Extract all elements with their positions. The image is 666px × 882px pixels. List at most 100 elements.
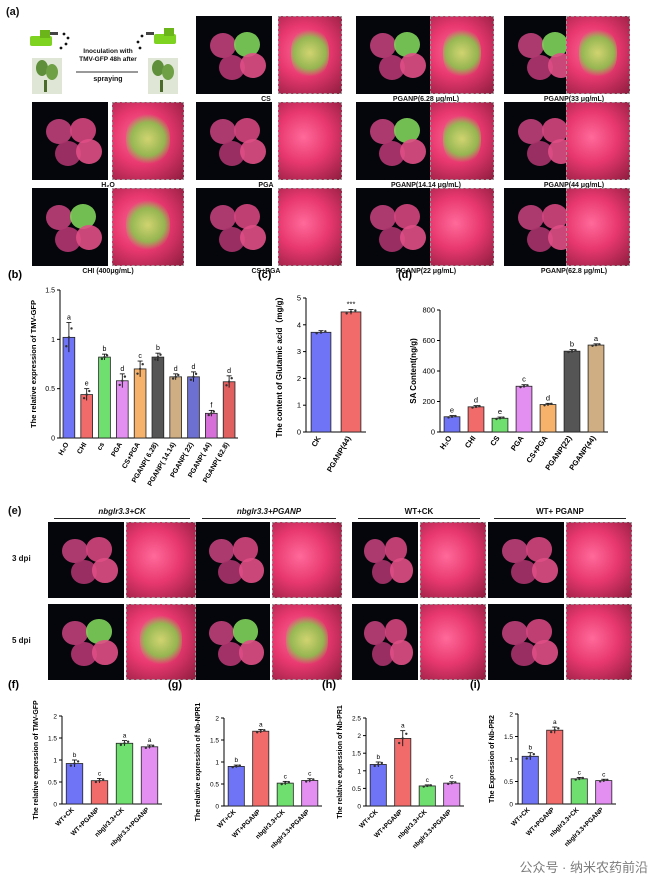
chart-c-ylabel: The content of Glutamic acid（mg/g） (274, 293, 284, 438)
chart-g-letter: (g) (168, 679, 182, 691)
chart-b-point (70, 327, 73, 330)
chart-f-point (148, 745, 151, 748)
chart-g-ylabel: The relative expression of Nb-NPR1 (195, 703, 202, 822)
chart-d-category-label: PGA (509, 434, 526, 453)
chart-d-ylabel: SA Content(ng/g) (409, 338, 418, 404)
chart-b-point (212, 410, 216, 413)
caption-pganp_22: PGANP(22 μg/mL) (395, 268, 457, 275)
chart-d-bar (515, 385, 533, 433)
photo-e-0-0-plant (48, 522, 124, 598)
group-underline-2 (358, 518, 480, 519)
chart-b-point (118, 383, 121, 387)
chart-h-bar (369, 764, 387, 807)
caption-cs_pga: CS+PGA (251, 268, 281, 275)
photo-pganp_33-zoom (566, 16, 630, 94)
chart-h-sig-letter: a (401, 723, 405, 730)
chart-b-bar (98, 356, 111, 439)
chart-b-point (65, 345, 68, 348)
chart-h-ytick-label: 2.5 (352, 716, 361, 723)
chart-d-sig-letter: d (474, 396, 478, 405)
chart-f-sig-letter: a (148, 737, 152, 744)
chart-d: (d) 0 200 400 600 800 SA Content(ng/g) e H₂O d CHI… (398, 269, 608, 472)
chart-b: (b) 0 0.5 1 1.5 The relative expression of TM… (8, 269, 238, 487)
chart-f-bar (140, 746, 159, 805)
chart-d-point (591, 344, 594, 348)
caption-pga: PGA (258, 182, 274, 189)
photo-e-3-0-plant (488, 522, 564, 598)
chart-g-point (263, 728, 266, 732)
chart-b-point (156, 355, 160, 359)
photo-e-1-0-zoom (272, 522, 342, 598)
chart-b-category-label: cs (96, 441, 106, 451)
chart-i-bar (546, 729, 564, 805)
chart-i-point (525, 757, 528, 760)
chart-g-category-label: WT+CK (216, 808, 238, 830)
chart-d-point (550, 402, 553, 406)
chart-f-point (101, 778, 105, 781)
chart-i-point (606, 778, 609, 781)
chart-g-sig-letter: c (284, 773, 288, 780)
caption-chi: CHI (400μg/mL) (82, 268, 134, 275)
chart-f-ytick-label: 0 (53, 802, 57, 809)
chart-b-point (154, 358, 157, 361)
chart-g-point (287, 780, 291, 784)
photo-e-2-1-plant (352, 604, 418, 680)
chart-b-sig-letter: d (192, 364, 196, 371)
chart-g-point (238, 764, 242, 767)
watermark: 公众号 · 纳米农药前沿 (519, 860, 648, 875)
chart-i-point (529, 755, 532, 758)
chart-c-bar (340, 311, 362, 433)
chart-f-sig-letter: a (123, 733, 127, 740)
chart-d-category-label: H₂O (438, 434, 454, 451)
chart-g-point (259, 730, 262, 733)
group-header-3: WT+ PGANP (536, 507, 584, 516)
chart-d-ytick-label: 800 (422, 306, 435, 315)
chart-c-point (349, 310, 353, 314)
row-label-0: 3 dpi (12, 554, 31, 563)
chart-d-sig-letter: b (570, 340, 574, 349)
chart-f-point (76, 760, 80, 763)
chart-b-point (159, 353, 162, 356)
chart-h-ytick-label: 1 (357, 768, 361, 775)
caption-pganp_44: PGANP(44 μg/mL) (543, 182, 605, 189)
chart-h-point (377, 763, 380, 766)
chart-h-category-label: WT+CK (358, 808, 380, 830)
chart-b-sig-letter: c (138, 353, 142, 360)
chart-f-point (119, 743, 123, 747)
chart-h-ylabel: The relative expression of Nb-PR1 (337, 705, 344, 819)
group-underline-1 (202, 518, 336, 519)
chart-b-category-label: PGA (110, 442, 124, 459)
chart-b-point (177, 373, 180, 377)
chart-f-bar (115, 742, 134, 805)
chart-d-point (526, 384, 529, 387)
chart-c-ytick-label: 5 (297, 294, 301, 303)
chart-b-sig-letter: e (85, 381, 89, 388)
chart-d-point (498, 417, 502, 420)
photo-pganp_6_28-zoom (430, 16, 494, 94)
chart-d-bar (563, 350, 581, 433)
photo-pganp_44-zoom (566, 102, 630, 180)
chart-b-point (194, 372, 198, 376)
chart-b-point (192, 375, 195, 379)
chart-b-sig-letter: d (120, 366, 124, 373)
chart-g-ytick-label: 0 (215, 804, 219, 811)
chart-f-bar (90, 780, 109, 805)
inoculation-schematic: Inoculation with TMV-GFP 48h after spray… (14, 22, 194, 96)
chart-b-ytick-label: 1 (51, 337, 55, 344)
chart-f-point (69, 764, 73, 767)
photo-pganp_14_14-zoom (430, 102, 494, 180)
chart-b-point (207, 413, 210, 417)
chart-h-sig-letter: c (426, 777, 430, 784)
chart-b-point (88, 389, 91, 393)
photo-e-1-0-plant (196, 522, 270, 598)
caption-cs: CS (261, 96, 271, 103)
photo-e-0-1-zoom (126, 604, 196, 680)
chart-c-point (345, 312, 348, 315)
chart-b-sig-letter: a (67, 315, 71, 322)
chart-d-sig-letter: a (594, 334, 599, 343)
chart-i-bar (521, 755, 539, 805)
chart-c-ytick-label: 4 (297, 320, 301, 329)
chart-i-point (602, 779, 605, 782)
chart-d-point (502, 416, 505, 419)
